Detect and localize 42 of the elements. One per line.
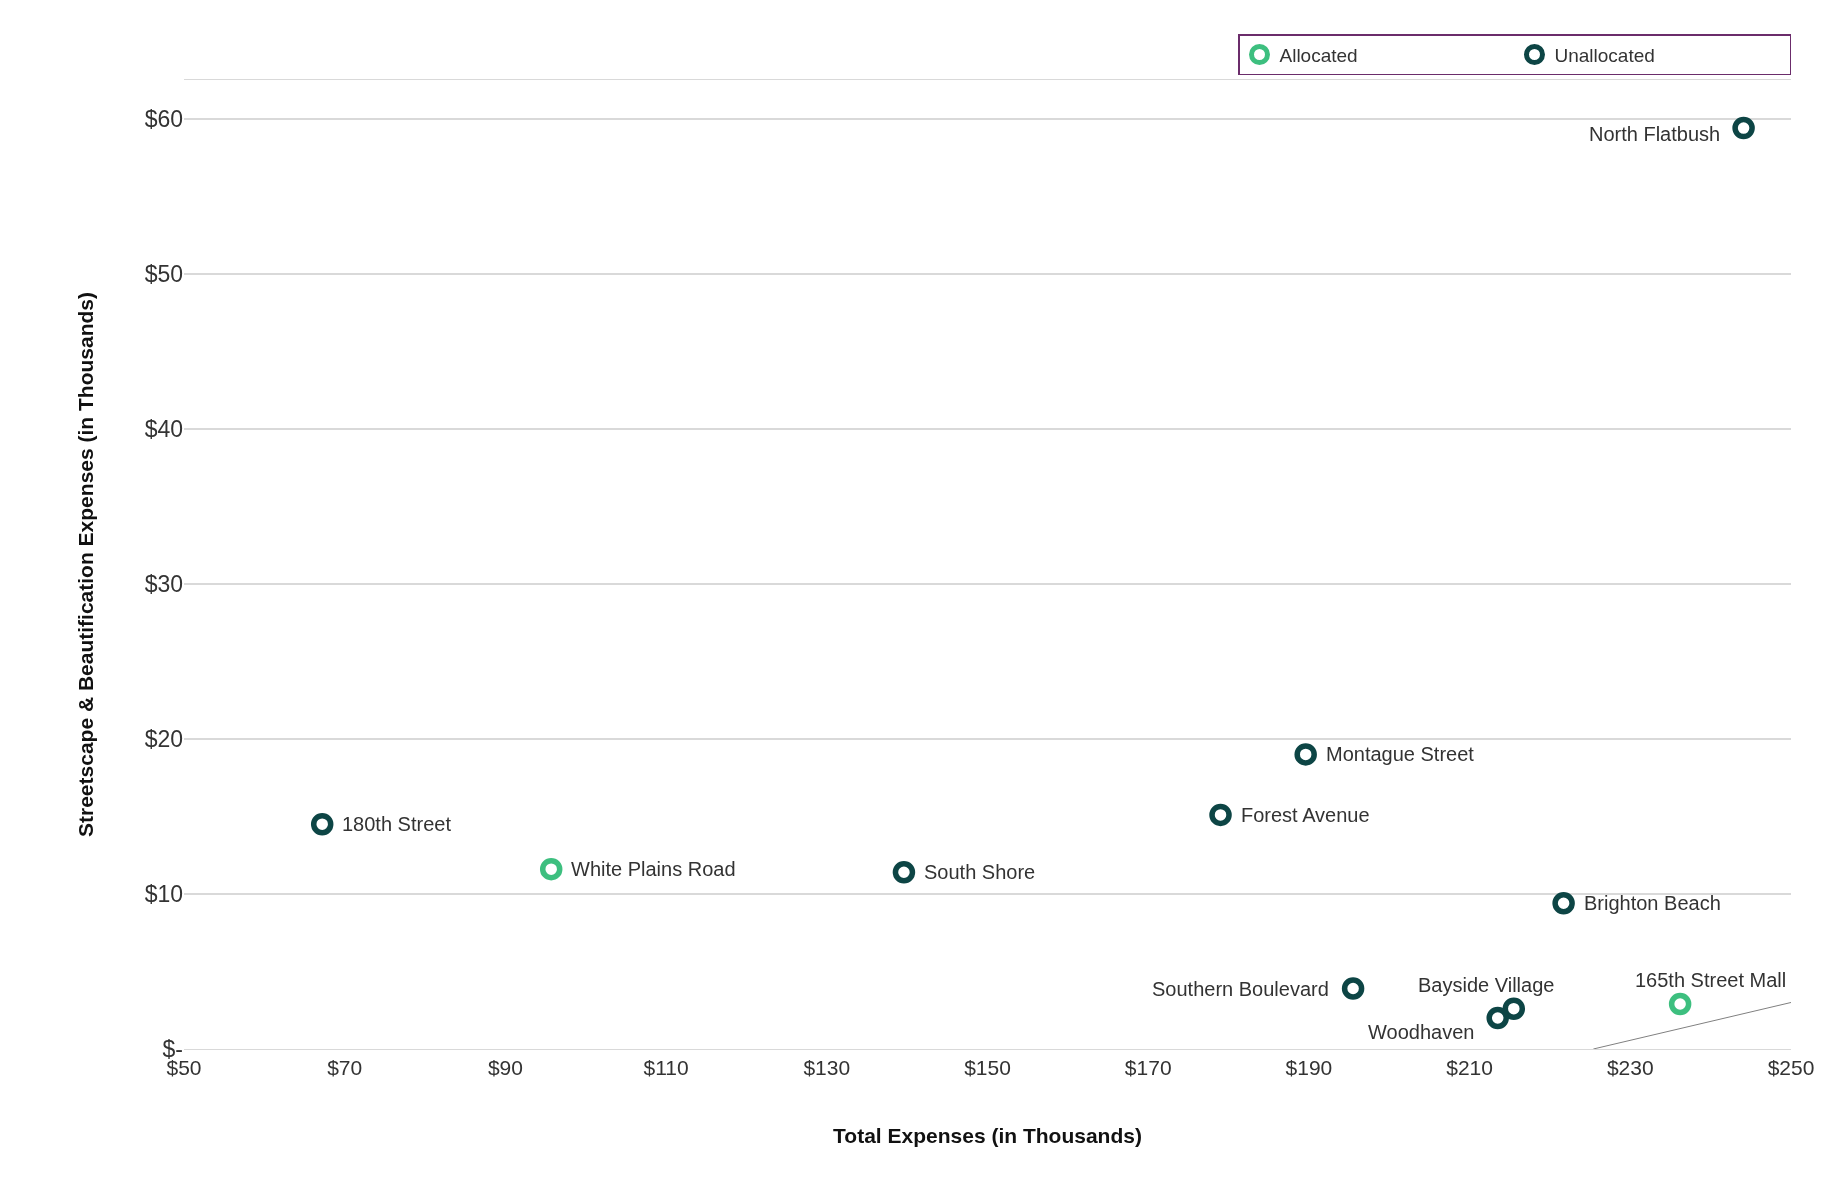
y-tick-label: $60 [144, 105, 183, 132]
x-tick-label: $250 [1767, 1056, 1815, 1080]
y-tick-label: $20 [144, 725, 183, 752]
legend-label: Allocated [1279, 44, 1358, 66]
point [1552, 892, 1575, 915]
annotation: Montague Street [1326, 743, 1475, 765]
point [892, 861, 916, 884]
x-tick-label: $210 [1446, 1056, 1493, 1080]
annotation: Brighton Beach [1584, 892, 1721, 914]
annotation: South Shore [924, 861, 1036, 883]
x-tick-label: $230 [1606, 1056, 1654, 1080]
y-tick-label: $10 [144, 881, 183, 908]
x-tick-label: $190 [1285, 1056, 1333, 1080]
y-axis-title: Streetscape & Beautification Expenses (in Thousands) [73, 292, 97, 837]
x-tick-label: $150 [964, 1056, 1011, 1080]
point [310, 812, 334, 836]
x-tick-label: $110 [643, 1056, 689, 1080]
y-tick-label: $50 [144, 260, 183, 287]
x-tick-label: $90 [487, 1056, 523, 1080]
x-tick-label: $70 [327, 1056, 363, 1080]
y-tick-label: $30 [144, 570, 183, 597]
annotation: North Flatbush [1589, 123, 1721, 145]
point [1486, 1006, 1509, 1030]
annotation: Forest Avenue [1241, 804, 1370, 826]
annotation: Woodhaven [1368, 1021, 1475, 1043]
point [1294, 743, 1317, 766]
point [1341, 977, 1365, 1000]
y-tick-label: $40 [144, 415, 183, 442]
legend-label: Unallocated [1554, 44, 1655, 66]
x-axis-title: Total Expenses (in Thousands) [833, 1124, 1142, 1148]
annotation: 165th Street Mall [1635, 969, 1787, 991]
point [1732, 116, 1755, 140]
annotation: Southern Boulevard [1152, 978, 1329, 1000]
point [1502, 997, 1526, 1020]
point [1209, 803, 1232, 827]
annotation: Bayside Village [1418, 974, 1555, 996]
point [539, 857, 563, 881]
annotation: 180th Street [342, 813, 452, 835]
x-tick-label: $170 [1124, 1056, 1172, 1080]
x-tick-label: $130 [803, 1056, 851, 1080]
point [1668, 992, 1692, 1016]
annotation: White Plains Road [571, 858, 736, 880]
